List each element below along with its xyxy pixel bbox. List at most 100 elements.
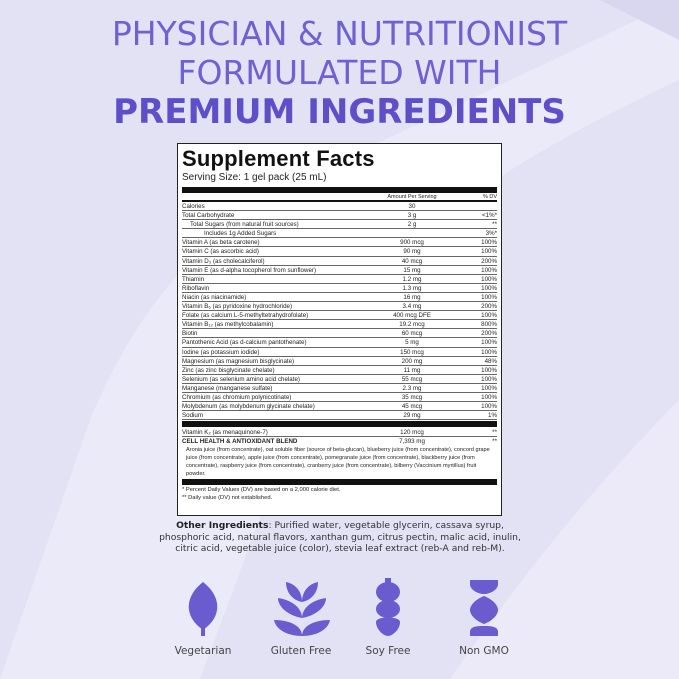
headline-line-2: FORMULATED WITH [177,53,502,92]
nutrient-name: Iodine (as potassium iodide) [182,348,260,356]
nutrient-dv: 100% [481,339,497,347]
table-row: Calories 30 [182,202,497,212]
nutrient-amount: 16 mg [403,293,421,301]
supplement-facts-panel: Supplement Facts Serving Size: 1 gel pac… [177,143,502,516]
footnote-1: * Percent Daily Values (DV) are based on… [182,487,341,494]
nutrient-dv: 800% [481,321,497,329]
nutrient-name: Vitamin C (as ascorbic acid) [182,248,259,256]
nutrient-amount: 150 mcg [400,348,424,356]
nutrient-name: Molybdenum (as molybdenum glycinate chel… [182,403,315,411]
nutrient-amount: 5 mg [405,339,419,347]
nutrient-dv: ** [492,221,497,229]
nutrient-dv: 100% [481,275,497,283]
nutrient-dv: 100% [481,375,497,383]
nutrient-name: Manganese (manganese sulfate) [182,384,273,392]
table-row: Vitamin B₁₂ (as methylcobalamin) 19.2 mcg… [182,320,497,330]
nutrient-amount: 2 g [407,221,417,229]
nutrient-name: Vitamin A (as beta carotene) [182,239,260,247]
table-row: Vitamin B₆ (as pyridoxine hydrochloride)… [182,302,497,312]
nutrient-name: Zinc (as zinc bisglycinate chelate) [182,366,275,374]
column-header: Amount Per Serving % DV [182,193,497,202]
col-amount: Amount Per Serving [387,193,437,200]
nutrient-amount: 1.3 mg [402,284,422,292]
nutrient-name: Vitamin E (as d-alpha tocopherol from su… [182,266,317,274]
nutrient-amount: 19.2 mcg [399,321,425,329]
nutrient-name: Riboflavin [182,284,210,292]
nutrient-name: Thiamin [182,275,205,283]
badge-gluten-free: Gluten Free [270,645,332,657]
blend-name: CELL HEALTH & ANTIOXIDANT BLEND [182,438,298,446]
nutrient-name: Selenium (as selenium amino acid chelate… [182,375,300,383]
serving-size: Serving Size: 1 gel pack (25 mL) [182,172,327,183]
divider [182,479,497,486]
nutrient-dv: 200% [481,257,497,265]
table-row: Selenium (as selenium amino acid chelate… [182,375,497,384]
nutrient-name: Folate (as calcium L-5-methyltetrahydrof… [182,312,309,320]
table-row-blend: CELL HEALTH & ANTIOXIDANT BLEND 7,393 mg… [182,437,497,446]
nutrient-name: Vitamin D₃ (as cholecalciferol) [182,257,265,265]
nutrient-name: Vitamin K₂ (as menaquinone-7) [182,429,268,437]
nutrient-amount: 2.3 mg [402,384,422,392]
nutrient-amount: 200 mg [401,357,423,365]
nutrient-amount: 45 mcg [401,403,423,411]
table-row-k2: Vitamin K₂ (as menaquinone-7) 120 mcg ** [182,428,497,438]
nutrient-name: Vitamin B₁₂ (as methylcobalamin) [182,321,274,329]
table-row: Total Carbohydrate 3 g <1%* [182,211,497,221]
nutrient-dv: 100% [481,293,497,301]
leaf-icon [188,582,218,636]
table-row: Magnesium (as magnesium bisglycinate) 200… [182,357,497,366]
nutrient-dv [457,202,497,210]
nutrient-rows: Calories 30 Total Carbohydrate 3 g <1%* Total… [182,202,497,421]
blend-amount: 7,393 mg [399,438,425,446]
footnote-2: ** Daily value (DV) not established. [182,495,273,502]
nutrient-amount: 3 g [407,212,417,220]
table-row: Chromium (as chromium polynicotinate) 35 … [182,393,497,403]
nutrient-name: Includes 1g Added Sugars [204,230,277,238]
nutrient-name: Chromium (as chromium polynicotinate) [182,393,292,401]
nutrient-name: Total Carbohydrate [182,212,235,220]
badge-non-gmo: Non GMO [459,645,509,657]
nutrient-amount: 60 mcg [401,330,423,338]
nutrient-dv: 48% [484,357,497,365]
nutrient-dv: 100% [481,248,497,256]
nutrient-dv: <1%* [482,212,497,220]
table-row: Iodine (as potassium iodide) 150 mcg 100% [182,348,497,357]
nutrient-dv: 3%* [485,230,497,238]
nutrient-name: Sodium [182,412,203,420]
nutrient-dv: 100% [481,366,497,374]
nutrient-name: Biotin [182,330,198,338]
table-row: Sodium 29 mg 1% [182,411,497,421]
nutrient-amount: 120 mcg [400,429,424,437]
badge-soy-free: Soy Free [365,645,411,657]
table-row: Niacin (as niacinamide) 16 mg 100% [182,293,497,303]
nutrient-dv: 200% [481,330,497,338]
table-row: Vitamin A (as beta carotene) 900 mcg 100% [182,238,497,248]
table-row: Manganese (manganese sulfate) 2.3 mg 100% [182,384,497,393]
nutrient-name: Magnesium (as magnesium bisglycinate) [182,357,295,365]
nutrient-amount: 1.2 mg [402,275,422,283]
table-row: Total Sugars (from natural fruit sources… [182,220,497,230]
nutrient-dv: 1% [488,412,497,420]
badge-vegetarian: Vegetarian [174,645,232,657]
nutrient-name: Pantothenic Acid (as d-calcium pantothen… [182,339,307,347]
nutrient-amount: 29 mg [403,412,421,420]
nutrient-dv: 100% [481,284,497,292]
nutrient-amount: 35 mcg [401,393,423,401]
nutrient-dv: 100% [481,312,497,320]
nutrient-dv: 100% [481,384,497,392]
table-row: Vitamin E (as d-alpha tocopherol from su… [182,266,497,275]
col-dv: % DV [482,193,497,200]
nutrient-amount: 900 mcg [400,239,424,247]
other-ingredients: Other Ingredients: Purified water, veget… [150,520,530,555]
nutrient-dv: 100% [481,393,497,401]
table-row: Folate (as calcium L-5-methyltetrahydrof… [182,311,497,321]
nutrient-dv: ** [492,429,497,437]
nutrient-amount [367,229,457,237]
other-ingredients-text: : Purified water, vegetable glycerin, ca… [159,520,521,554]
wheat-icon [274,582,330,636]
nutrient-amount: 40 mcg [401,257,423,265]
nutrient-amount: 11 mg [403,366,421,374]
headline-line-3: PREMIUM INGREDIENTS [113,92,566,132]
nutrient-amount: 30 [408,203,416,210]
